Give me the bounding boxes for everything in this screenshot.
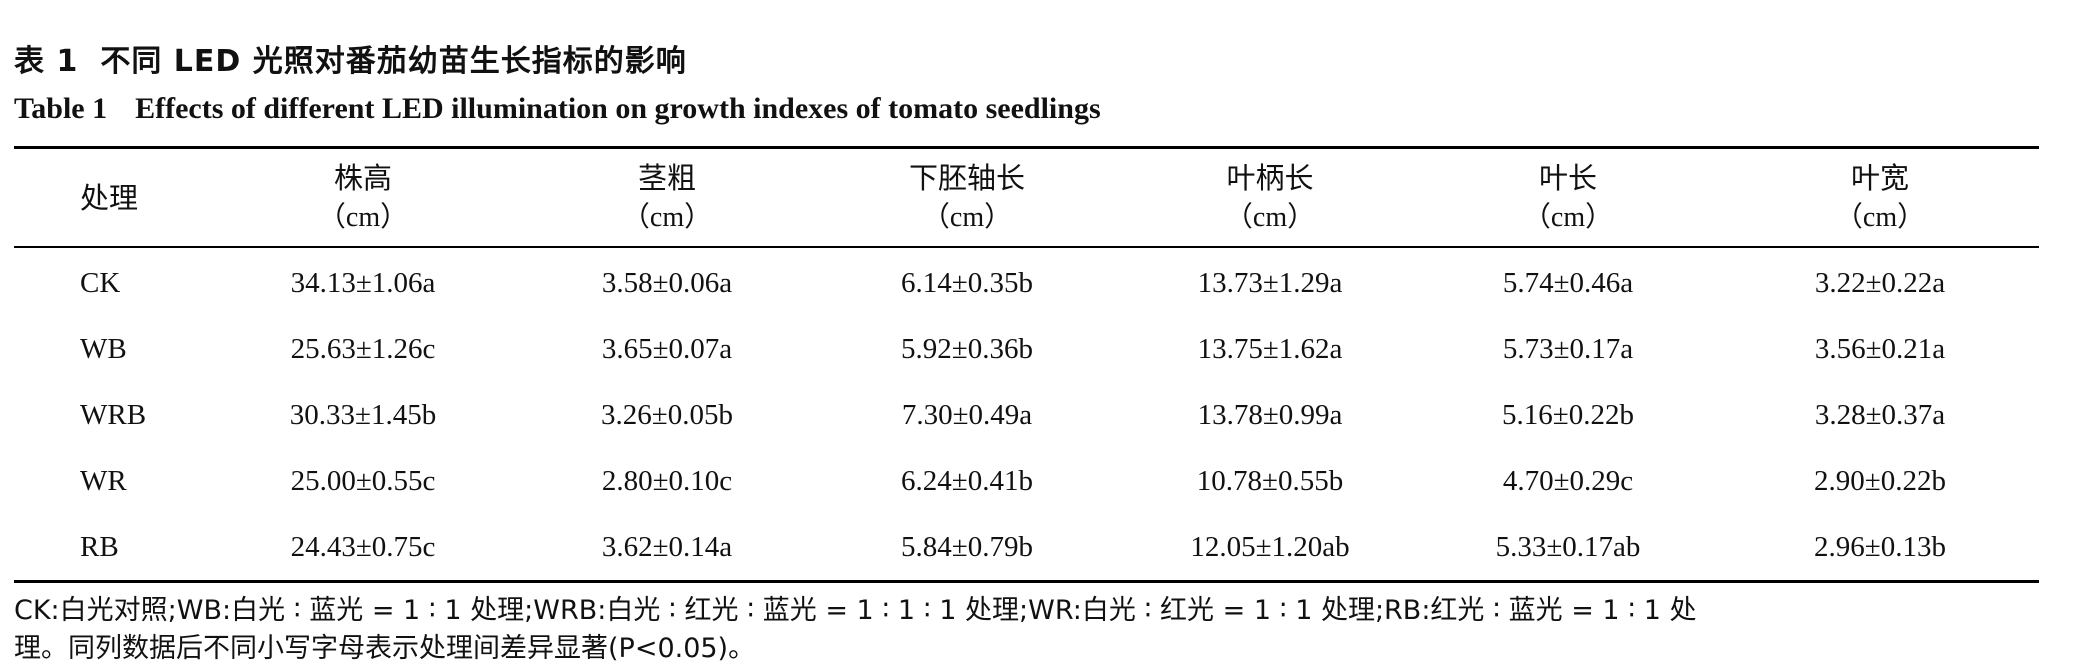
- column-header-unit: （cm）: [1224, 202, 1316, 233]
- column-header-name: 茎粗: [637, 161, 696, 195]
- table-caption-chinese: 表 1 不同 LED 光照对番茄幼苗生长指标的影响: [14, 36, 687, 80]
- column-header: 处理: [80, 158, 200, 238]
- column-header: 叶柄长 （cm）: [1140, 158, 1400, 238]
- table-footnote-line-1: CK:白光对照;WB:白光 ∶ 蓝光 = 1 ∶ 1 处理;WRB:白光 ∶ 红…: [14, 595, 1697, 626]
- column-header-name: 处理: [80, 181, 139, 215]
- column-header: 叶宽 （cm）: [1750, 158, 2010, 238]
- table-cell: 7.30±0.49a: [901, 399, 1033, 431]
- row-treatment-label: WB: [80, 333, 127, 365]
- table-cell: 3.65±0.07a: [601, 333, 733, 365]
- table-cell: 12.05±1.20ab: [1190, 531, 1350, 563]
- table-footnote-line-2: 理。同列数据后不同小写字母表示处理间差异显著(P<0.05)。: [14, 633, 756, 664]
- table-cell: 3.28±0.37a: [1814, 399, 1946, 431]
- table-cell: 34.13±1.06a: [290, 267, 436, 299]
- column-header: 下胚轴长 （cm）: [837, 158, 1097, 238]
- table-top-rule: [14, 146, 2039, 149]
- table-bottom-rule: [14, 580, 2039, 583]
- column-header: 株高 （cm）: [233, 158, 493, 238]
- column-header-name: 叶柄长: [1226, 161, 1314, 195]
- column-header: 茎粗 （cm）: [537, 158, 797, 238]
- row-treatment-label: WR: [80, 465, 127, 497]
- table-cell: 30.33±1.45b: [289, 399, 437, 431]
- table-cell: 4.70±0.29c: [1502, 465, 1634, 497]
- row-treatment-label: CK: [80, 267, 121, 299]
- column-header-unit: （cm）: [1522, 202, 1614, 233]
- column-header-name: 株高: [333, 161, 392, 195]
- table-cell: 2.90±0.22b: [1814, 465, 1946, 497]
- table-cell: 10.78±0.55b: [1196, 465, 1344, 497]
- table-cell: 2.80±0.10c: [601, 465, 733, 497]
- table-cell: 3.22±0.22a: [1814, 267, 1946, 299]
- table-cell: 5.33±0.17ab: [1495, 531, 1641, 563]
- table-cell: 5.84±0.79b: [901, 531, 1033, 563]
- table-cell: 3.58±0.06a: [601, 267, 733, 299]
- table-cell: 6.14±0.35b: [901, 267, 1033, 299]
- table-cell: 3.62±0.14a: [601, 531, 733, 563]
- table-cell: 13.73±1.29a: [1197, 267, 1343, 299]
- table-cell: 6.24±0.41b: [901, 465, 1033, 497]
- table-cell: 24.43±0.75c: [290, 531, 436, 563]
- table-label-en: Table 1: [14, 92, 108, 125]
- table-cell: 2.96±0.13b: [1814, 531, 1946, 563]
- table-cell: 13.78±0.99a: [1197, 399, 1343, 431]
- table-cell: 25.63±1.26c: [290, 333, 436, 365]
- table-cell: 5.16±0.22b: [1502, 399, 1634, 431]
- column-header-unit: （cm）: [621, 202, 713, 233]
- table-label-cn: 表 1: [14, 44, 79, 79]
- column-header-unit: （cm）: [1834, 202, 1926, 233]
- column-header-name: 下胚轴长: [908, 161, 1025, 195]
- column-header-unit: （cm）: [921, 202, 1013, 233]
- table-cell: 3.56±0.21a: [1814, 333, 1946, 365]
- table-header-rule: [14, 246, 2039, 248]
- table-title-en: Effects of different LED illumination on…: [135, 92, 1101, 125]
- table-title-cn: 不同 LED 光照对番茄幼苗生长指标的影响: [100, 44, 687, 79]
- table-caption-english: Table 1 Effects of different LED illumina…: [14, 92, 1101, 126]
- table-cell: 25.00±0.55c: [290, 465, 436, 497]
- row-treatment-label: WRB: [80, 399, 147, 431]
- row-treatment-label: RB: [80, 531, 119, 563]
- column-header-name: 叶宽: [1850, 161, 1909, 195]
- table-cell: 5.74±0.46a: [1502, 267, 1634, 299]
- table-cell: 5.92±0.36b: [901, 333, 1033, 365]
- table-cell: 3.26±0.05b: [601, 399, 733, 431]
- column-header: 叶长 （cm）: [1438, 158, 1698, 238]
- column-header-name: 叶长: [1538, 161, 1597, 195]
- table-cell: 5.73±0.17a: [1502, 333, 1634, 365]
- column-header-unit: （cm）: [317, 202, 409, 233]
- table-cell: 13.75±1.62a: [1197, 333, 1343, 365]
